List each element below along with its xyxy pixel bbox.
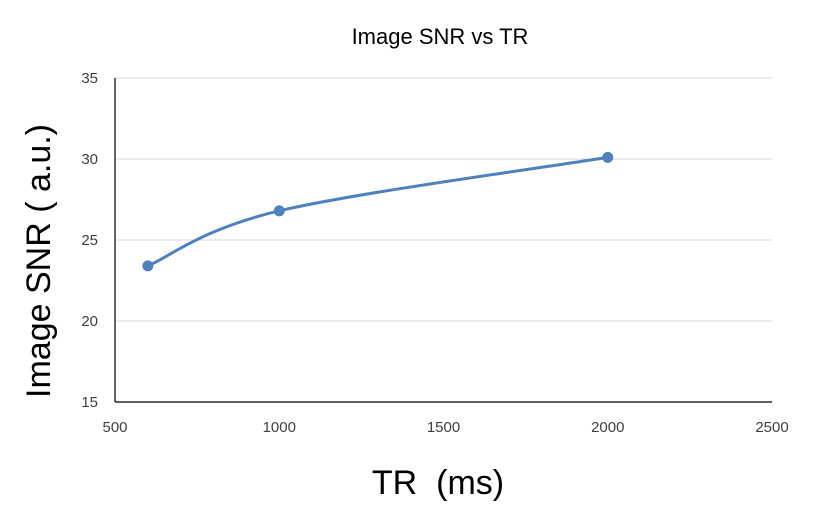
y-tick-label: 15 [81, 394, 98, 411]
series-line [146, 155, 610, 268]
data-point [273, 205, 285, 217]
x-axis-label: TR (ms) [372, 464, 504, 502]
chart-title: Image SNR vs TR [352, 24, 529, 49]
y-tick-label: 30 [81, 151, 98, 168]
x-tick-label: 1500 [427, 419, 460, 436]
x-tick-label: 500 [102, 419, 127, 436]
axes [114, 78, 772, 403]
x-tick-label: 2500 [755, 419, 788, 436]
y-tick-label: 35 [81, 70, 98, 87]
y-tick-label: 25 [81, 232, 98, 249]
data-point [602, 151, 614, 163]
x-tick-label: 1000 [263, 419, 296, 436]
y-axis-label: Image SNR ( a.u.) [20, 124, 58, 398]
gridlines [115, 77, 772, 322]
x-tick-label: 2000 [591, 419, 624, 436]
series [142, 151, 614, 272]
data-point [142, 260, 154, 272]
y-tick-label: 20 [81, 313, 98, 330]
y-tick-labels: 15 20 25 30 35 [81, 70, 98, 411]
x-tick-labels: 500 1000 1500 2000 2500 [102, 419, 788, 436]
